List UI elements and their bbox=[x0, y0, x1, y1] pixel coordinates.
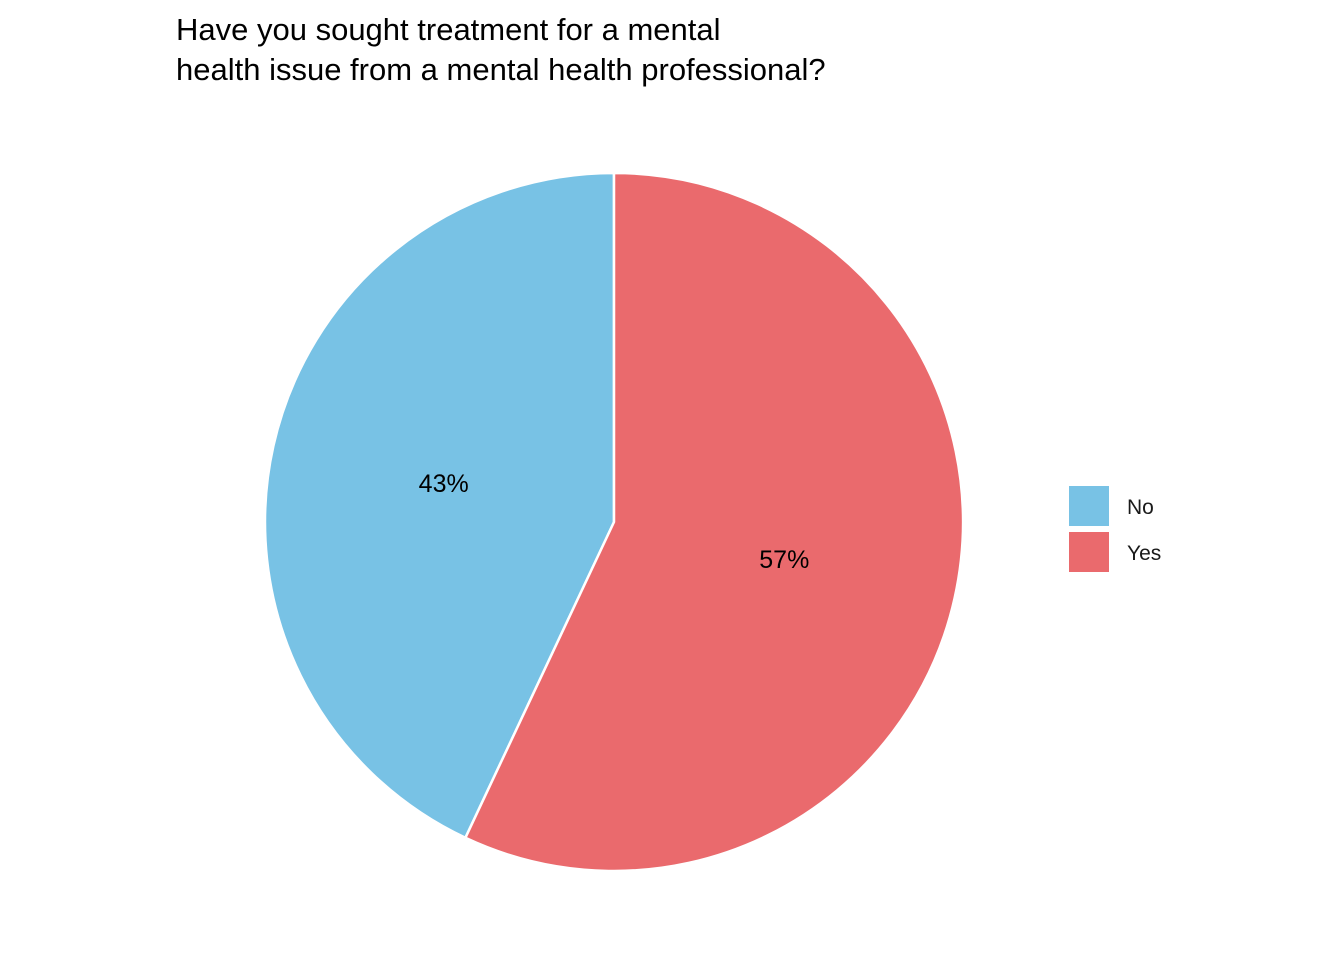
slice-label-no: 43% bbox=[419, 470, 469, 498]
pie-slice-yes bbox=[464, 171, 965, 873]
legend-swatch-yes bbox=[1069, 532, 1109, 572]
pie-slice-no bbox=[263, 171, 616, 840]
chart-title-line-2: health issue from a mental health profes… bbox=[176, 52, 826, 87]
legend-swatch-no bbox=[1069, 486, 1109, 526]
legend-label-no: No bbox=[1127, 496, 1154, 519]
pie-labels: 43% 57% bbox=[419, 470, 810, 574]
slice-label-yes: 57% bbox=[759, 546, 809, 574]
chart-title-line-1: Have you sought treatment for a mental bbox=[176, 12, 721, 47]
legend-label-yes: Yes bbox=[1127, 542, 1162, 565]
pie-slices bbox=[263, 171, 965, 873]
chart-title: Have you sought treatment for a mental h… bbox=[176, 10, 826, 90]
